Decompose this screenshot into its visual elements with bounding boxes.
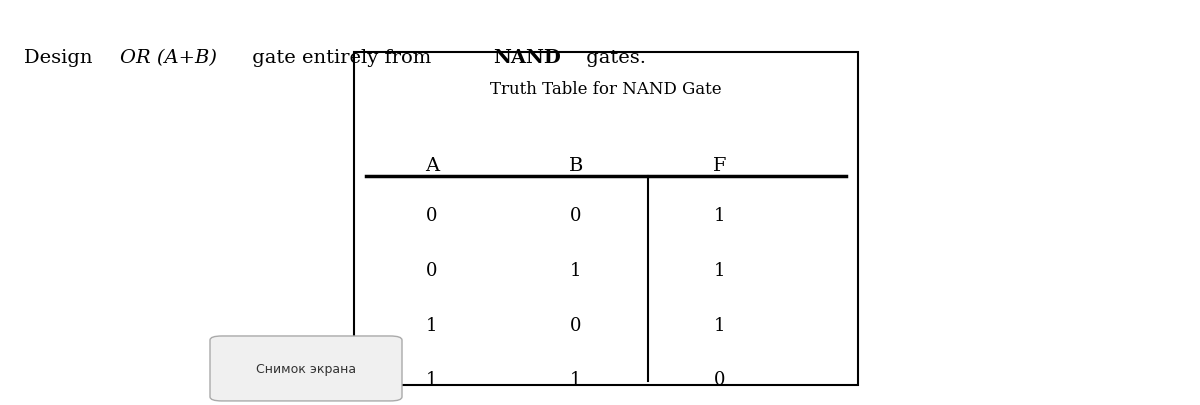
Text: OR (A+B): OR (A+B) <box>120 49 217 66</box>
Text: 1: 1 <box>714 316 726 334</box>
Text: gate entirely from: gate entirely from <box>246 49 437 66</box>
Text: 1: 1 <box>570 371 582 388</box>
Text: 1: 1 <box>426 371 438 388</box>
Text: Снимок экрана: Снимок экрана <box>256 362 356 375</box>
Text: B: B <box>569 156 583 174</box>
Text: A: A <box>425 156 439 174</box>
Text: 1: 1 <box>714 207 726 224</box>
Text: gates.: gates. <box>581 49 647 66</box>
Text: NAND: NAND <box>493 49 560 66</box>
Text: 1: 1 <box>714 261 726 279</box>
Text: 0: 0 <box>714 371 726 388</box>
Text: Design: Design <box>24 49 98 66</box>
Text: 0: 0 <box>570 316 582 334</box>
Text: 0: 0 <box>426 261 438 279</box>
Text: F: F <box>713 156 727 174</box>
Text: 1: 1 <box>570 261 582 279</box>
Text: 0: 0 <box>570 207 582 224</box>
FancyBboxPatch shape <box>210 336 402 401</box>
Text: 1: 1 <box>426 316 438 334</box>
Text: 0: 0 <box>426 207 438 224</box>
Bar <box>354 53 858 385</box>
Text: Truth Table for NAND Gate: Truth Table for NAND Gate <box>490 81 722 98</box>
